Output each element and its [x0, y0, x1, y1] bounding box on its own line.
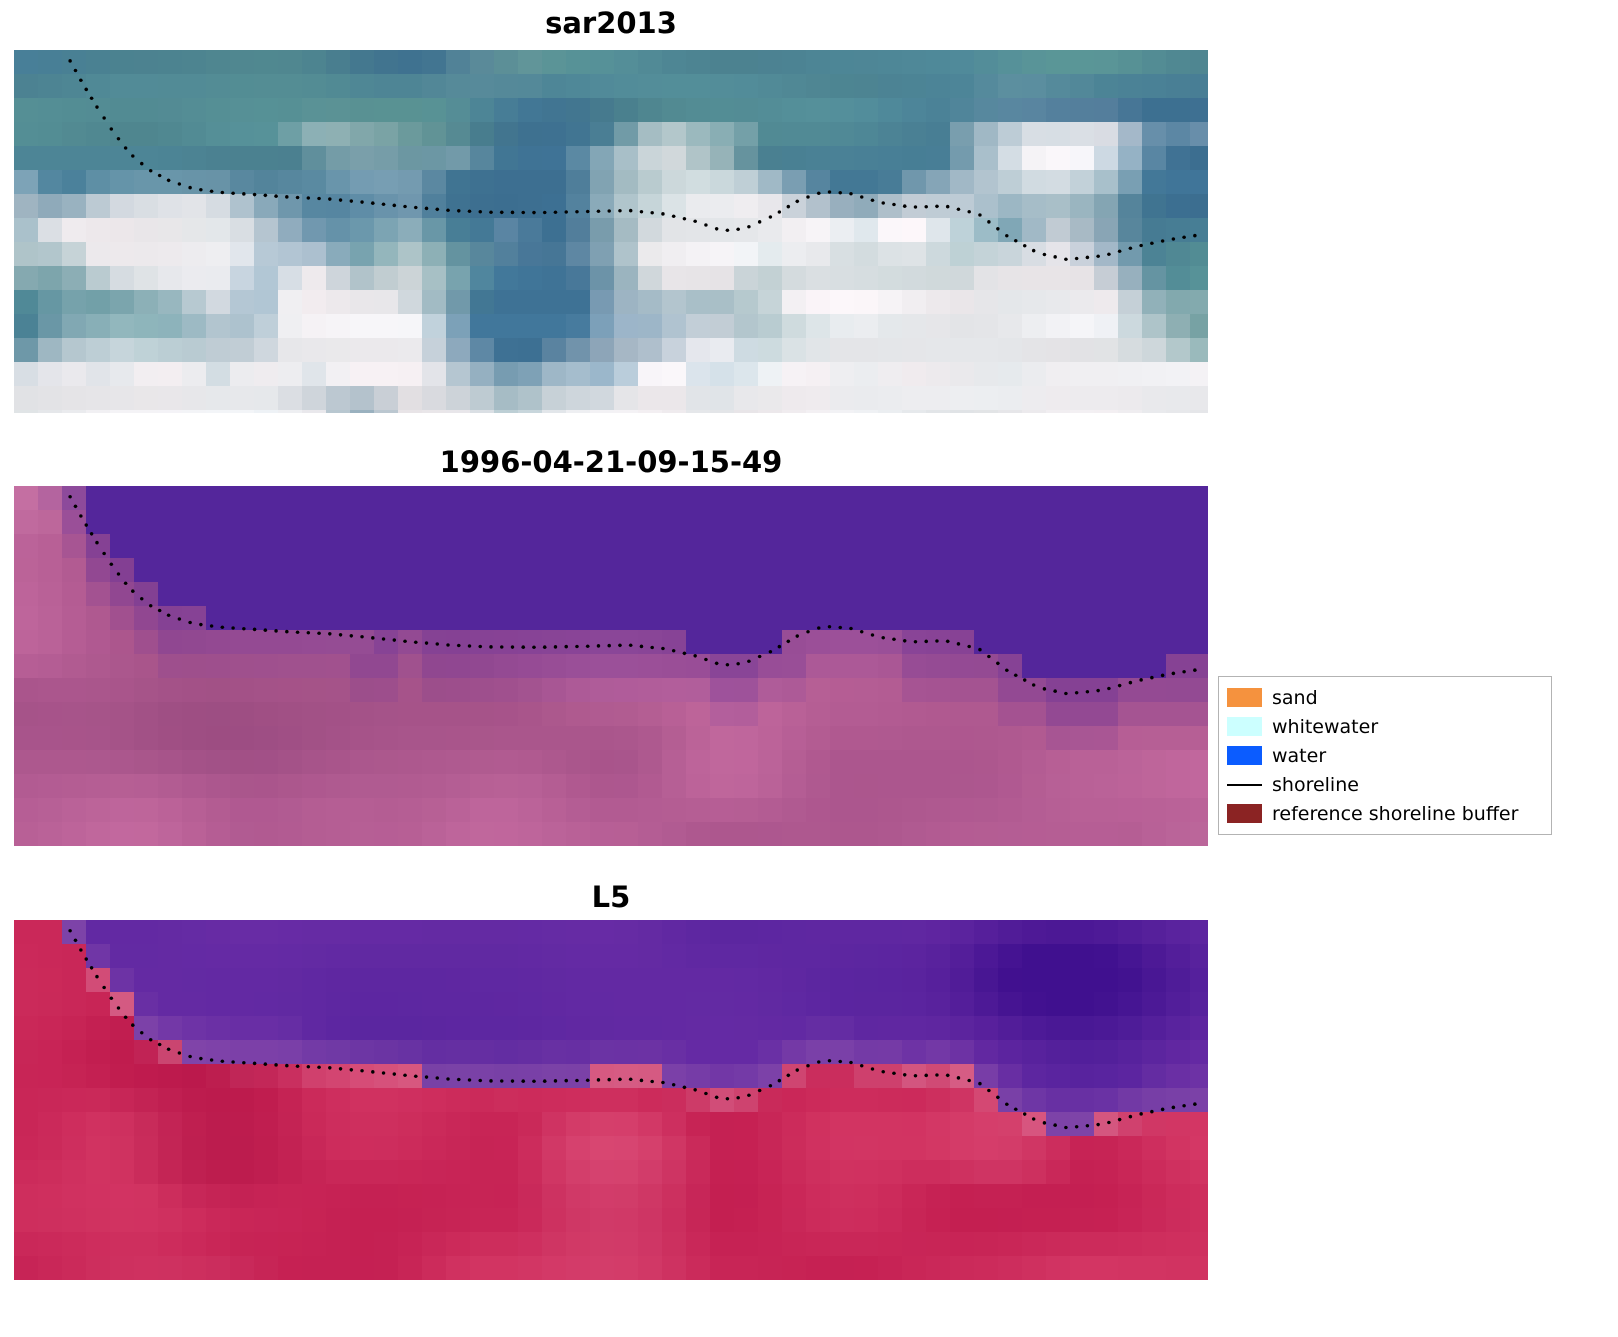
whitewater-swatch	[1227, 717, 1262, 736]
panel-canvas-classified	[14, 486, 1208, 846]
panel-title-1996-04-21: 1996-04-21-09-15-49	[439, 445, 783, 479]
legend-item-whitewater: whitewater	[1227, 712, 1543, 741]
legend-label-shoreline: shoreline	[1272, 773, 1359, 796]
panel-title-sar2013: sar2013	[545, 6, 677, 40]
legend-box: sand whitewater water shoreline referenc…	[1218, 676, 1552, 835]
legend-item-sand: sand	[1227, 683, 1543, 712]
legend-label-sand: sand	[1272, 686, 1318, 709]
panel-canvas-sar2013	[14, 50, 1208, 413]
sand-swatch	[1227, 688, 1262, 707]
water-swatch	[1227, 746, 1262, 765]
legend-item-water: water	[1227, 741, 1543, 770]
legend-item-shoreline: shoreline	[1227, 770, 1543, 799]
reference-buffer-swatch	[1227, 804, 1262, 823]
legend-label-whitewater: whitewater	[1272, 715, 1379, 738]
panel-canvas-l5	[14, 920, 1208, 1280]
panel-title-l5: L5	[591, 880, 631, 914]
legend-label-reference-shoreline-buffer: reference shoreline buffer	[1272, 802, 1519, 825]
legend-label-water: water	[1272, 744, 1327, 767]
legend-item-reference-shoreline-buffer: reference shoreline buffer	[1227, 799, 1543, 828]
shoreline-line-swatch	[1227, 783, 1262, 786]
